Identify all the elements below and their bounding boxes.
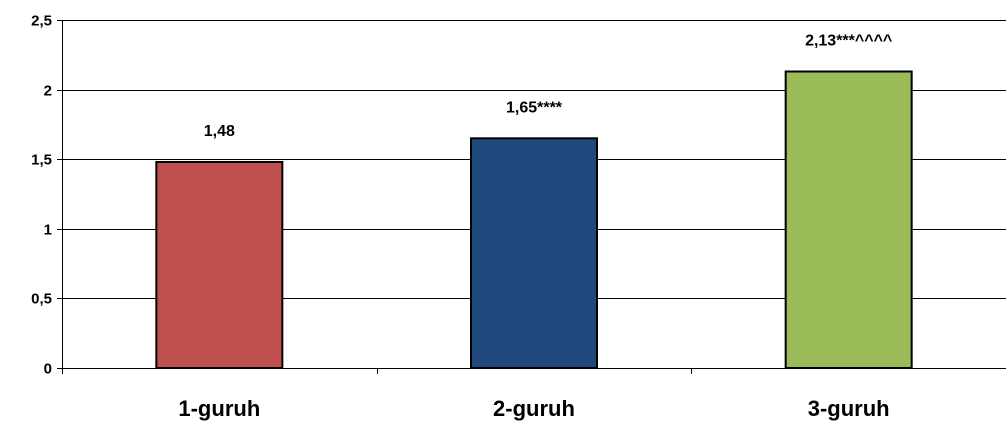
data-label: 2,13***^^^^ [805,33,892,50]
bars [155,70,913,369]
y-tick-label: 1 [44,222,52,239]
data-label: 1,65**** [506,99,563,116]
y-tick-label: 0,5 [31,291,52,308]
axes [57,20,1006,374]
y-tick-label: 1,5 [31,152,52,169]
bar-3-guruh [784,70,913,369]
x-tick-label: 3-guruh [808,396,890,421]
y-tick-label: 2 [44,83,52,100]
bar-1-guruh [155,160,284,369]
x-tick-label: 2-guruh [493,396,575,421]
y-tick-label: 2,5 [31,13,52,30]
bar-2-guruh [470,137,598,369]
x-tick-label: 1-guruh [178,396,260,421]
labels: 0 0,5 1 1,5 2 2,5 1,48 1-guruh 1,65**** 2-guruh 2,… [31,13,892,422]
data-label: 1,48 [204,123,235,140]
y-tick-label: 0 [44,361,52,378]
